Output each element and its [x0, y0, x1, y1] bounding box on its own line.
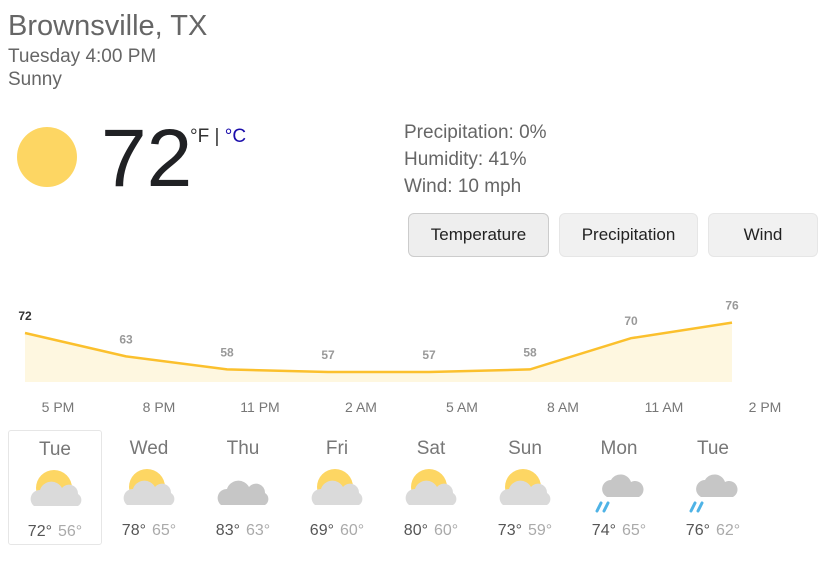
- low: 56°: [58, 523, 83, 540]
- weather-icon: [311, 469, 363, 505]
- day-name: Sun: [508, 438, 542, 459]
- tab-precipitation[interactable]: Precipitation: [559, 213, 698, 257]
- high: 83°: [215, 522, 240, 539]
- hourly-chart: 72 5 PM 63 8 PM 58 11 PM 57 2 AM 57 5 AM 58 8 AM 70 1…: [18, 299, 782, 415]
- time-label: 11 AM: [645, 399, 684, 415]
- time-label: 8 AM: [547, 399, 579, 415]
- humidity: Humidity: 41%: [404, 149, 527, 170]
- temperature-line: [24, 321, 733, 374]
- weather-icon: [30, 470, 82, 506]
- low: 62°: [716, 522, 741, 539]
- cloud: [499, 480, 551, 505]
- high: 76°: [685, 522, 710, 539]
- time-label: 8 PM: [143, 399, 176, 415]
- time-label: 5 AM: [446, 399, 478, 415]
- unit-c[interactable]: °C: [224, 126, 247, 147]
- value-label: 58: [523, 345, 537, 359]
- wind: Wind: 10 mph: [404, 176, 522, 197]
- high: 69°: [309, 522, 334, 539]
- unit-toggle: °F | °C: [190, 126, 246, 148]
- day-name: Wed: [129, 438, 169, 459]
- rain: [689, 501, 704, 513]
- day-name: Tue: [696, 438, 730, 459]
- tab-wind[interactable]: Wind: [708, 213, 818, 257]
- day[interactable]: Sun 73° 59°: [478, 430, 572, 545]
- cloud: [123, 480, 175, 505]
- condition: Sunny: [8, 69, 62, 90]
- cloud: [602, 474, 644, 497]
- value-label: 57: [422, 348, 436, 362]
- time-label: 11 PM: [240, 399, 279, 415]
- value-label: 57: [321, 348, 335, 362]
- location: Brownsville, TX: [8, 10, 208, 42]
- day-temps: 72° 56°: [9, 523, 101, 541]
- value-label: 63: [119, 332, 133, 346]
- day-name: Mon: [600, 438, 638, 459]
- low: 63°: [246, 522, 271, 539]
- unit-f[interactable]: °F: [190, 126, 210, 147]
- day-name: Sat: [416, 438, 446, 459]
- sun-icon: [17, 127, 77, 187]
- weather-icon: [217, 480, 269, 505]
- time-label: 5 PM: [42, 399, 75, 415]
- high: 72°: [27, 523, 52, 540]
- weather-icon: [595, 474, 644, 513]
- separator: |: [214, 126, 220, 147]
- day-temps: 80° 60°: [384, 522, 478, 540]
- day-temps: 76° 62°: [666, 522, 760, 540]
- cloud: [30, 481, 82, 506]
- day[interactable]: Tue 72° 56°: [8, 430, 102, 545]
- low: 60°: [340, 522, 365, 539]
- cloud: [311, 480, 363, 505]
- day-name: Fri: [325, 438, 349, 459]
- low: 65°: [152, 522, 177, 539]
- day-temps: 78° 65°: [102, 522, 196, 540]
- day[interactable]: Thu 83° 63°: [196, 430, 290, 545]
- cloud: [405, 480, 457, 505]
- day[interactable]: Wed 78° 65°: [102, 430, 196, 545]
- cloud: [696, 474, 738, 497]
- low: 60°: [434, 522, 459, 539]
- precipitation: Precipitation: 0%: [404, 122, 547, 143]
- high: 80°: [403, 522, 428, 539]
- value-label: 70: [624, 314, 638, 328]
- day-name: Tue: [38, 439, 72, 460]
- weather-icon: [689, 474, 738, 513]
- day-temps: 74° 65°: [572, 522, 666, 540]
- rain: [595, 501, 610, 513]
- day-name: Thu: [226, 438, 260, 459]
- tab-temperature[interactable]: Temperature: [408, 213, 549, 257]
- time-label: 2 PM: [749, 399, 782, 415]
- day[interactable]: Tue 76° 62°: [666, 430, 760, 545]
- low: 65°: [622, 522, 647, 539]
- value-label: 72: [18, 309, 32, 323]
- cloud: [217, 480, 269, 505]
- day[interactable]: Fri 69° 60°: [290, 430, 384, 545]
- high: 73°: [497, 522, 522, 539]
- high: 74°: [591, 522, 616, 539]
- low: 59°: [528, 522, 553, 539]
- value-label: 58: [220, 345, 234, 359]
- weather-icon: [123, 469, 175, 505]
- high: 78°: [121, 522, 146, 539]
- day-temps: 73° 59°: [478, 522, 572, 540]
- weather-icon: [499, 469, 551, 505]
- time-label: 2 AM: [345, 399, 377, 415]
- weather-icon: [405, 469, 457, 505]
- day[interactable]: Sat 80° 60°: [384, 430, 478, 545]
- day-temps: 83° 63°: [196, 522, 290, 540]
- day-temps: 69° 60°: [290, 522, 384, 540]
- day[interactable]: Mon 74° 65°: [572, 430, 666, 545]
- temperature: 72: [101, 113, 193, 204]
- value-label: 76: [725, 299, 739, 313]
- time: Tuesday 4:00 PM: [8, 46, 157, 67]
